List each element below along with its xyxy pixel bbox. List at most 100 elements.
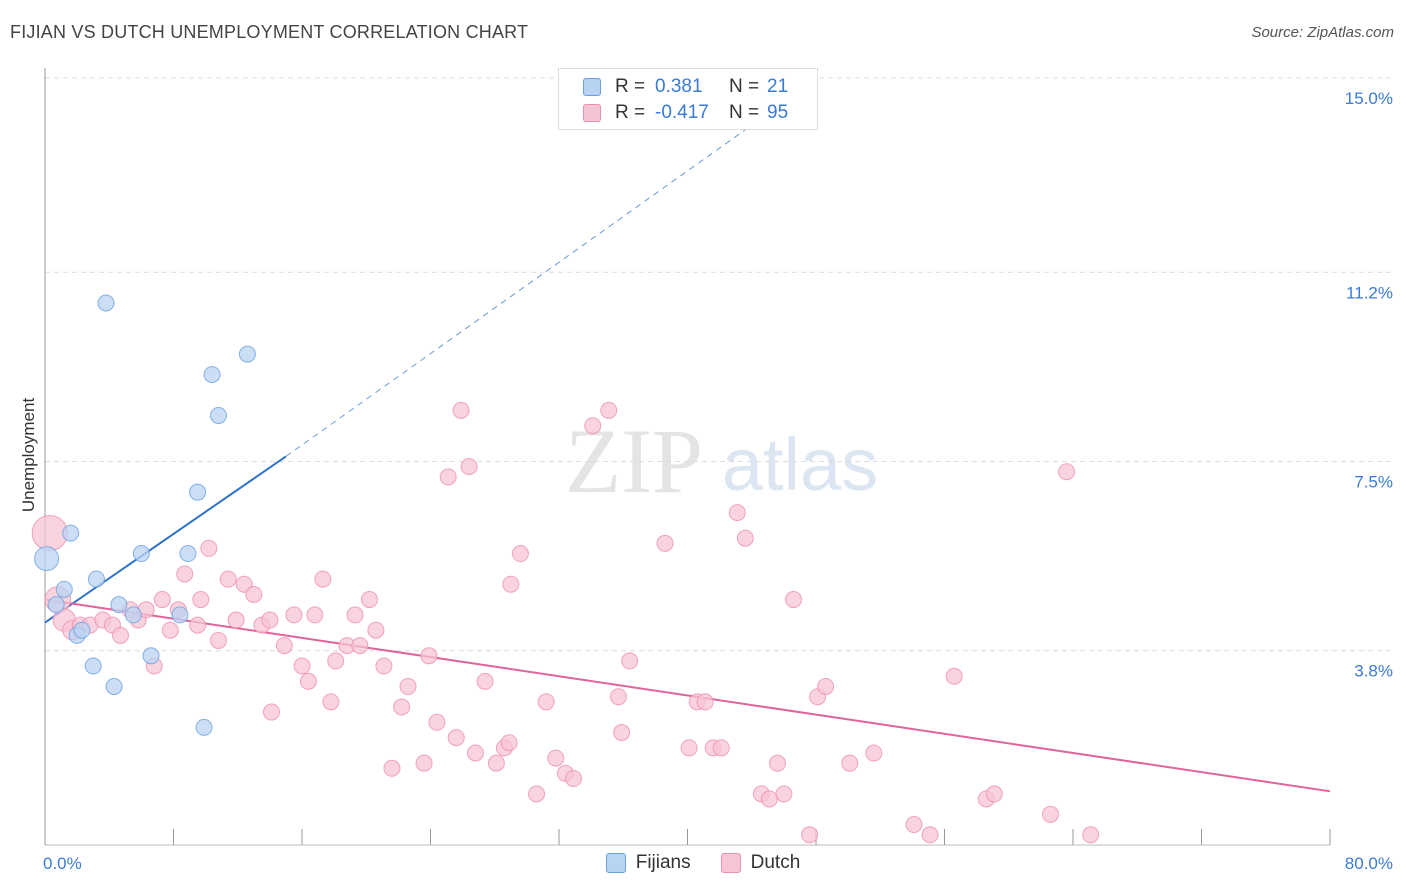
fijians-point	[179, 545, 197, 563]
dutch-point	[613, 724, 631, 742]
dutch-point	[680, 739, 698, 757]
dutch-point	[428, 713, 446, 731]
dutch-point	[656, 534, 674, 552]
y-axis-label: Unemployment	[19, 398, 38, 513]
fijians-point	[203, 366, 221, 384]
fijians-point	[47, 596, 65, 614]
tick-labels: 15.0% 11.2% 7.5% 3.8% 0.0% 80.0%	[43, 89, 1393, 873]
legend-series: Fijians Dutch	[0, 852, 1406, 874]
dutch-point	[200, 539, 218, 557]
n-label: N =	[729, 102, 760, 123]
r-label: R =	[615, 102, 646, 123]
dutch-point	[487, 754, 505, 772]
dutch-point	[609, 688, 627, 706]
dutch-point	[564, 770, 582, 788]
dutch-point	[584, 417, 602, 435]
dutch-point	[153, 591, 171, 609]
dutch-point	[865, 744, 883, 762]
dutch-point	[712, 739, 730, 757]
y-tick-label: 3.8%	[1354, 662, 1393, 681]
y-tick-label: 11.2%	[1346, 283, 1393, 302]
dutch-point	[351, 637, 369, 655]
dutch-legend-swatch	[720, 853, 741, 873]
r-value: 0.381	[655, 76, 703, 97]
dutch-point	[945, 667, 963, 685]
dutch-point	[367, 621, 385, 639]
dutch-point	[415, 754, 433, 772]
dutch-point	[500, 734, 518, 752]
dutch-point	[439, 468, 457, 486]
r-value: -0.417	[655, 102, 709, 123]
fijians-point	[34, 546, 60, 572]
grid	[45, 77, 1392, 652]
fijians-legend-swatch	[605, 853, 626, 873]
dutch-swatch	[583, 104, 601, 122]
fijians-point	[238, 345, 256, 363]
fijians-point	[142, 647, 160, 665]
dutch-point	[293, 657, 311, 675]
dutch-point	[502, 575, 520, 593]
y-tick-label: 15.0%	[1345, 89, 1393, 108]
fijians-swatch	[583, 78, 601, 96]
chart-title: FIJIAN VS DUTCH UNEMPLOYMENT CORRELATION…	[10, 22, 529, 42]
fijians-point	[55, 580, 73, 598]
fijians-trendline-extension	[285, 113, 769, 457]
legend-row-dutch: R = -0.417 N = 95	[583, 100, 788, 126]
dutch-point	[817, 677, 835, 695]
fijians-point	[62, 524, 80, 542]
dutch-point	[785, 591, 803, 609]
dutch-point	[460, 458, 478, 476]
n-label: N =	[729, 76, 760, 97]
dutch-point	[299, 672, 317, 690]
fijians-point	[195, 718, 213, 736]
dutch-point	[393, 698, 411, 716]
dutch-point	[547, 749, 565, 767]
dutch-point	[760, 790, 778, 808]
dutch-point	[1042, 805, 1060, 823]
dutch-point	[31, 514, 68, 552]
fijians-point	[97, 294, 115, 312]
legend-item-dutch[interactable]: Dutch	[720, 852, 800, 874]
dutch-point	[383, 759, 401, 777]
dutch-point	[327, 652, 345, 670]
fijians-point	[132, 545, 150, 563]
dutch-point	[476, 672, 494, 690]
dutch-point	[111, 626, 129, 644]
fijians-trendline	[44, 455, 287, 624]
dutch-point	[600, 401, 618, 419]
dutch-point	[306, 606, 324, 624]
n-value: 21	[767, 76, 789, 97]
dutch-point	[219, 570, 237, 588]
dutch-point	[696, 693, 714, 711]
r-label: R =	[615, 76, 646, 97]
dutch-point	[192, 591, 210, 609]
axes	[44, 68, 1331, 846]
dutch-point	[768, 754, 786, 772]
y-tick-label: 7.5%	[1354, 473, 1393, 492]
fijians-point	[87, 570, 105, 588]
dutch-point	[262, 703, 280, 721]
legend-row-fijians: R = 0.381 N = 21	[583, 74, 788, 100]
dutch-point	[921, 826, 939, 844]
dutch-point	[905, 816, 923, 834]
fijians-point	[189, 483, 207, 501]
fijians-point	[105, 677, 123, 695]
dutch-point	[537, 693, 555, 711]
dutch-point	[227, 611, 245, 629]
dutch-point	[189, 616, 207, 634]
dutch-point	[161, 621, 179, 639]
dutch-point	[261, 611, 279, 629]
fijians-point	[110, 596, 128, 614]
dutch-point	[841, 754, 859, 772]
legend-item-fijians[interactable]: Fijians	[605, 852, 691, 874]
x-tick-label: 80.0%	[1345, 854, 1393, 873]
dutch-point	[176, 565, 194, 583]
points	[31, 294, 1100, 844]
dutch-point	[275, 637, 293, 655]
dutch-point	[285, 606, 303, 624]
fijians-point	[124, 606, 142, 624]
dutch-point	[420, 647, 438, 665]
dutch-point	[245, 585, 263, 603]
dutch-point	[1082, 826, 1100, 844]
